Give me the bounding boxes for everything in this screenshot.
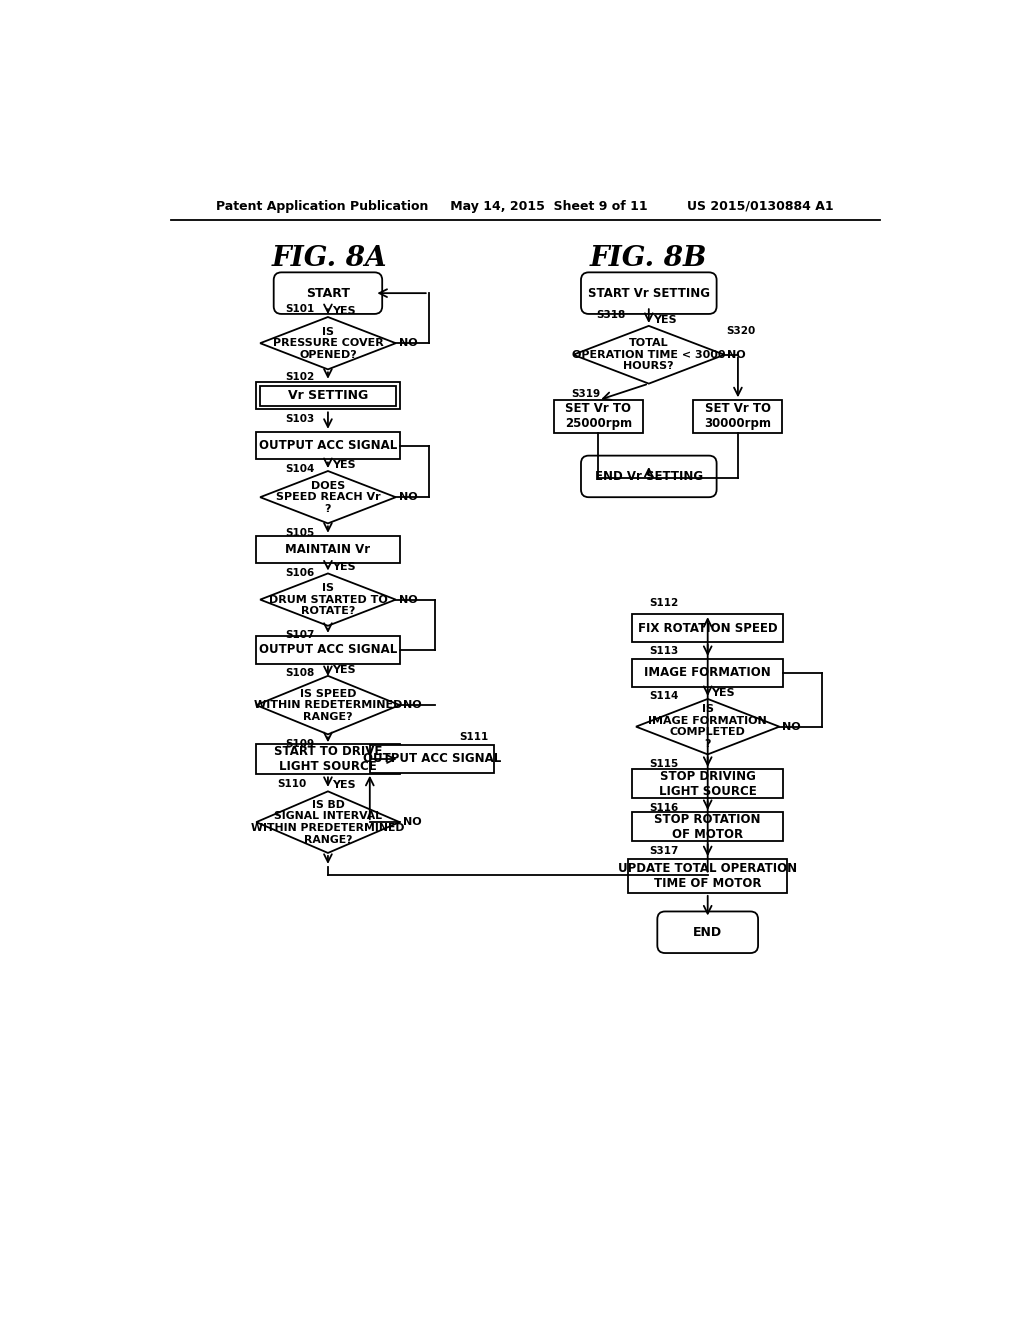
Text: S102: S102 bbox=[286, 372, 314, 381]
FancyBboxPatch shape bbox=[581, 272, 717, 314]
Text: NO: NO bbox=[399, 338, 418, 348]
Text: S111: S111 bbox=[459, 733, 488, 742]
Text: END Vr SETTING: END Vr SETTING bbox=[595, 470, 702, 483]
FancyBboxPatch shape bbox=[256, 432, 399, 459]
Text: FIG. 8B: FIG. 8B bbox=[590, 246, 708, 272]
Text: S113: S113 bbox=[649, 647, 679, 656]
Polygon shape bbox=[256, 792, 399, 853]
FancyBboxPatch shape bbox=[554, 400, 643, 433]
FancyBboxPatch shape bbox=[256, 743, 399, 775]
Text: S112: S112 bbox=[649, 598, 679, 609]
Text: S115: S115 bbox=[649, 759, 679, 768]
Text: S319: S319 bbox=[571, 389, 600, 400]
Polygon shape bbox=[636, 700, 779, 755]
Text: OUTPUT ACC SIGNAL: OUTPUT ACC SIGNAL bbox=[362, 752, 501, 766]
Text: MAINTAIN Vr: MAINTAIN Vr bbox=[286, 543, 371, 556]
Text: YES: YES bbox=[652, 314, 676, 325]
Text: S107: S107 bbox=[286, 630, 314, 640]
Text: STOP DRIVING
LIGHT SOURCE: STOP DRIVING LIGHT SOURCE bbox=[658, 770, 757, 797]
Text: S108: S108 bbox=[286, 668, 314, 677]
Text: YES: YES bbox=[332, 562, 355, 573]
Text: IS
PRESSURE COVER
OPENED?: IS PRESSURE COVER OPENED? bbox=[272, 326, 383, 360]
Text: Patent Application Publication     May 14, 2015  Sheet 9 of 11         US 2015/0: Patent Application Publication May 14, 2… bbox=[216, 199, 834, 213]
Text: OUTPUT ACC SIGNAL: OUTPUT ACC SIGNAL bbox=[259, 643, 397, 656]
FancyBboxPatch shape bbox=[629, 859, 787, 892]
FancyBboxPatch shape bbox=[581, 455, 717, 498]
Polygon shape bbox=[260, 317, 395, 370]
Polygon shape bbox=[256, 676, 399, 734]
Text: S101: S101 bbox=[286, 304, 314, 314]
Text: NO: NO bbox=[782, 722, 801, 731]
Text: NO: NO bbox=[727, 350, 746, 360]
Text: S105: S105 bbox=[286, 528, 314, 537]
Text: START TO DRIVE
LIGHT SOURCE: START TO DRIVE LIGHT SOURCE bbox=[273, 744, 382, 774]
Text: FIX ROTATION SPEED: FIX ROTATION SPEED bbox=[638, 622, 777, 635]
FancyBboxPatch shape bbox=[370, 744, 494, 774]
Text: S104: S104 bbox=[286, 463, 314, 474]
Polygon shape bbox=[260, 471, 395, 524]
Text: NO: NO bbox=[399, 594, 418, 605]
FancyBboxPatch shape bbox=[256, 536, 399, 564]
Text: IS
IMAGE FORMATION
COMPLETED
?: IS IMAGE FORMATION COMPLETED ? bbox=[648, 705, 767, 748]
Text: NO: NO bbox=[399, 492, 418, 502]
Text: UPDATE TOTAL OPERATION
TIME OF MOTOR: UPDATE TOTAL OPERATION TIME OF MOTOR bbox=[618, 862, 798, 890]
Text: IMAGE FORMATION: IMAGE FORMATION bbox=[644, 667, 771, 680]
Polygon shape bbox=[260, 573, 395, 626]
Text: Vr SETTING: Vr SETTING bbox=[288, 389, 368, 403]
Text: STOP ROTATION
OF MOTOR: STOP ROTATION OF MOTOR bbox=[654, 813, 761, 841]
Text: NO: NO bbox=[402, 700, 421, 710]
FancyBboxPatch shape bbox=[632, 614, 783, 642]
FancyBboxPatch shape bbox=[657, 911, 758, 953]
Text: SET Vr TO
30000rpm: SET Vr TO 30000rpm bbox=[705, 403, 771, 430]
Text: NO: NO bbox=[402, 817, 421, 828]
FancyBboxPatch shape bbox=[260, 385, 395, 405]
Text: TOTAL
OPERATION TIME < 3000
HOURS?: TOTAL OPERATION TIME < 3000 HOURS? bbox=[572, 338, 726, 371]
Text: S114: S114 bbox=[649, 690, 679, 701]
Text: YES: YES bbox=[712, 688, 735, 698]
Text: YES: YES bbox=[332, 306, 355, 315]
Text: S103: S103 bbox=[286, 413, 314, 424]
Polygon shape bbox=[573, 326, 724, 384]
Text: IS SPEED
WITHIN REDETERMINED
RANGE?: IS SPEED WITHIN REDETERMINED RANGE? bbox=[254, 689, 402, 722]
Text: S318: S318 bbox=[596, 310, 626, 321]
Text: IS
DRUM STARTED TO
ROTATE?: IS DRUM STARTED TO ROTATE? bbox=[268, 583, 387, 616]
Text: START Vr SETTING: START Vr SETTING bbox=[588, 286, 710, 300]
Text: IS BD
SIGNAL INTERVAL
WITHIN PREDETERMINED
RANGE?: IS BD SIGNAL INTERVAL WITHIN PREDETERMIN… bbox=[251, 800, 404, 845]
Text: SET Vr TO
25000rpm: SET Vr TO 25000rpm bbox=[565, 403, 632, 430]
FancyBboxPatch shape bbox=[632, 770, 783, 799]
FancyBboxPatch shape bbox=[693, 400, 782, 433]
Text: S116: S116 bbox=[649, 803, 679, 813]
Text: START: START bbox=[306, 286, 350, 300]
FancyBboxPatch shape bbox=[632, 812, 783, 841]
Text: S106: S106 bbox=[286, 568, 314, 578]
FancyBboxPatch shape bbox=[632, 659, 783, 686]
Text: YES: YES bbox=[332, 780, 355, 791]
Text: S317: S317 bbox=[649, 846, 679, 855]
Text: S109: S109 bbox=[286, 739, 314, 748]
FancyBboxPatch shape bbox=[256, 636, 399, 664]
Text: DOES
SPEED REACH Vr
?: DOES SPEED REACH Vr ? bbox=[275, 480, 380, 513]
FancyBboxPatch shape bbox=[256, 381, 399, 409]
Text: YES: YES bbox=[332, 459, 355, 470]
FancyBboxPatch shape bbox=[273, 272, 382, 314]
Text: S320: S320 bbox=[726, 326, 756, 337]
Text: YES: YES bbox=[332, 665, 355, 675]
Text: S110: S110 bbox=[278, 779, 307, 788]
Text: FIG. 8A: FIG. 8A bbox=[271, 246, 387, 272]
Text: OUTPUT ACC SIGNAL: OUTPUT ACC SIGNAL bbox=[259, 440, 397, 453]
Text: END: END bbox=[693, 925, 722, 939]
